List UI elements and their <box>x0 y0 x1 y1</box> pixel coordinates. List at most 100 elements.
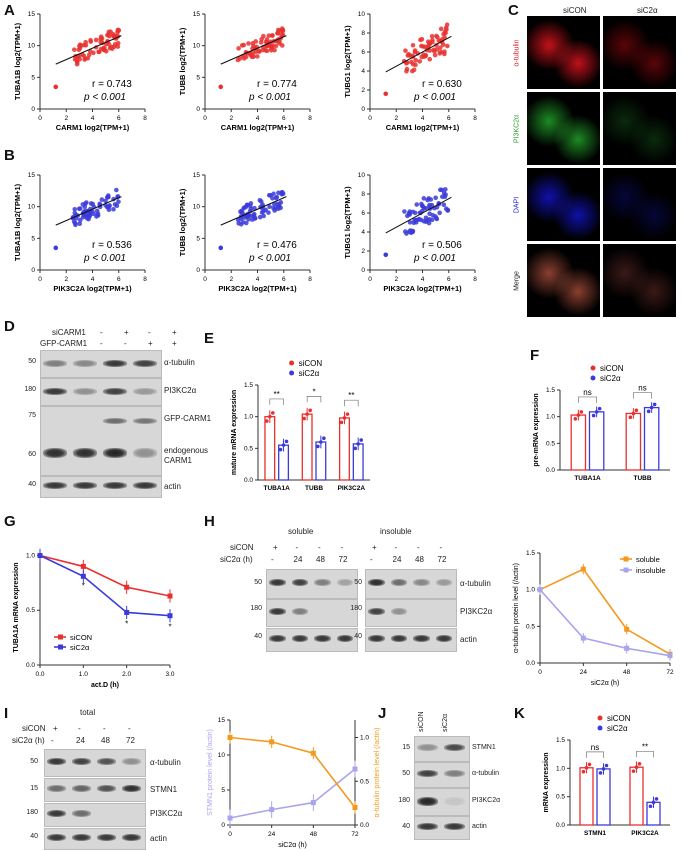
y-axis-label: mRNA expression <box>543 752 550 812</box>
h-lane-r1: - <box>417 543 420 552</box>
x-tick-label: TUBB <box>633 475 651 482</box>
panel-j-blot: siCON siC2α 15 50 180 40 STMN1 α-tubulin… <box>390 706 510 851</box>
series-line-soluble <box>539 568 671 655</box>
scatter-plots: 0 2 4 6 8 0 5 10 15 CARM1 log2(TPM+1) TUBA1B log2(… <box>13 11 477 293</box>
bar <box>625 412 642 471</box>
i-band-tub: α-tubulin <box>150 758 181 767</box>
x-tick-label: 2 <box>64 276 68 283</box>
y-tick-label: 5 <box>196 235 200 242</box>
x-tick-label: 72 <box>666 669 674 676</box>
data-point <box>628 415 633 420</box>
x-tick-label: 24 <box>268 831 276 838</box>
scatter-point <box>271 205 276 211</box>
p-value: p < 0.001 <box>413 253 456 264</box>
scatter-point <box>419 43 424 49</box>
blot-band <box>133 482 157 489</box>
scatter-point <box>439 194 445 200</box>
panel-label-g: G <box>4 513 16 530</box>
h-lane-r2: 24 <box>293 555 303 564</box>
h-mw-50a: 50 <box>254 579 262 586</box>
y-tick-label: 0.5 <box>556 794 565 801</box>
scatter-point <box>277 28 282 33</box>
scatter-point <box>71 47 77 52</box>
scatter-point <box>72 210 78 216</box>
y-axis-label: pre-mRNA expression <box>533 393 540 466</box>
scatter-point <box>86 52 92 58</box>
scatter-point <box>404 60 409 66</box>
i-row1-label: siCON <box>22 724 46 733</box>
significance-bracket <box>306 396 322 403</box>
data-point <box>646 409 651 414</box>
h-mw-180b: 180 <box>350 605 362 612</box>
bar <box>264 416 276 481</box>
data-point <box>278 447 283 452</box>
scatter-point <box>383 252 389 258</box>
data-point <box>649 405 654 410</box>
blot-band <box>133 360 157 367</box>
bar <box>301 413 313 481</box>
regression-line <box>55 196 122 226</box>
bar <box>596 768 611 826</box>
h-lane-r1: + <box>372 543 377 552</box>
blot-band <box>368 608 385 615</box>
x-tick-label: 0 <box>538 669 542 676</box>
scatter-point <box>107 45 113 51</box>
p-value: p < 0.001 <box>83 92 126 103</box>
scatter-point <box>112 202 118 207</box>
bar <box>588 411 605 471</box>
blot-band <box>103 448 127 458</box>
d-r2-3: + <box>172 339 177 348</box>
panel-label-h: H <box>204 513 215 530</box>
panel-h-chart: 0.0 0.5 1.0 1.5 0 24 48 72 siC2α (h) α-tubulin pr… <box>513 550 674 687</box>
panel-label-f: F <box>530 347 540 364</box>
scatter-point <box>429 33 435 39</box>
panel-k-chart: 0.0 0.5 1.0 1.5 mRNA expression STMN1 ns PIK3C2… <box>543 714 670 837</box>
y-tick-label: 10 <box>358 11 366 18</box>
scatter-point <box>241 42 247 48</box>
blot-band <box>103 482 127 489</box>
data-point <box>302 416 306 421</box>
scatter-point <box>407 53 413 58</box>
significance-bracket <box>269 398 284 405</box>
data-point <box>308 408 312 413</box>
h-lane-r2: 72 <box>338 555 348 564</box>
y-tick-label: 0 <box>221 822 225 829</box>
y-tick-label: 0.5 <box>526 623 535 630</box>
x-tick-label: 4 <box>256 276 260 283</box>
h-lane-r2: 48 <box>415 555 424 564</box>
scatter-point <box>114 187 119 193</box>
blot-band <box>73 482 97 489</box>
y-axis-label: TUBB log2(TPM+1) <box>178 188 187 256</box>
scatter-point <box>404 66 410 72</box>
data-point <box>353 446 357 451</box>
h-soluble: soluble <box>288 527 314 536</box>
scatter-point <box>264 48 270 54</box>
blot-band <box>47 810 66 817</box>
scatter-point <box>106 204 112 209</box>
a-scatter-0: 0 2 4 6 8 0 5 10 15 CARM1 log2(TPM+1) TUBA1B log2(… <box>13 11 147 132</box>
scatter-point <box>251 211 257 217</box>
p-value: p < 0.001 <box>413 92 456 103</box>
data-point <box>584 765 589 770</box>
y-tick-label: 0.0 <box>26 662 35 669</box>
x-tick-label: 4 <box>421 115 425 122</box>
i-total: total <box>80 708 96 717</box>
data-point <box>631 769 636 773</box>
y-tick-label: 0.0 <box>360 822 369 829</box>
d-r2-2: + <box>148 339 153 348</box>
panel-f-chart: 0.0 0.5 1.0 1.5 pre-mRNA expression TUBA1A ns T… <box>533 364 670 482</box>
micrograph-tubulin-sic2a <box>603 16 676 89</box>
scatter-point <box>426 220 432 226</box>
y-tick-label: 0.5 <box>26 607 35 614</box>
x-axis-label: siC2α (h) <box>591 680 620 687</box>
r-value: r = 0.476 <box>257 240 297 251</box>
i-lane-r2: 48 <box>101 736 110 745</box>
x-tick-label: 8 <box>473 115 477 122</box>
scatter-point <box>418 37 423 43</box>
data-point <box>573 417 578 421</box>
scatter-point <box>102 47 107 53</box>
blot-band <box>103 418 127 424</box>
scatter-point <box>243 54 249 60</box>
y-tick-label: 4 <box>361 229 365 236</box>
bar <box>629 766 644 826</box>
